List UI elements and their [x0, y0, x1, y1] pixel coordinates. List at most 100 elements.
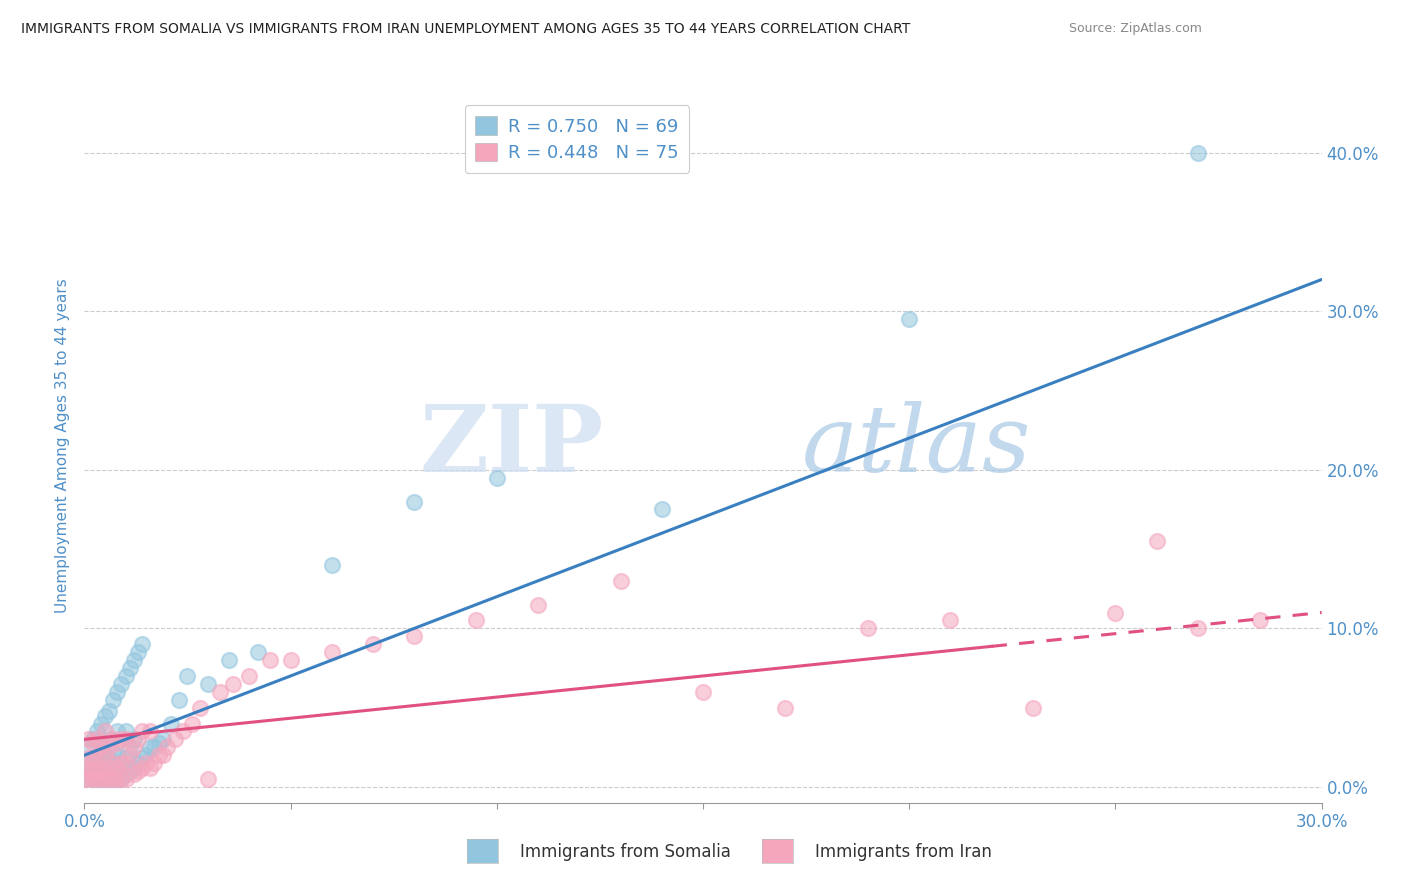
Point — [143, 740, 166, 755]
Point — [135, 756, 157, 771]
Point — [856, 621, 879, 635]
Point — [114, 767, 136, 781]
Point — [118, 748, 141, 763]
Point — [77, 772, 100, 786]
Point — [280, 653, 302, 667]
Legend: R = 0.750   N = 69, R = 0.448   N = 75: R = 0.750 N = 69, R = 0.448 N = 75 — [464, 105, 689, 173]
Point — [86, 724, 108, 739]
Point — [77, 732, 100, 747]
Point — [246, 645, 269, 659]
Point — [135, 748, 157, 763]
Point — [94, 735, 117, 749]
Point — [139, 761, 162, 775]
Point — [103, 761, 125, 775]
Point — [692, 685, 714, 699]
Point — [114, 772, 136, 786]
Point — [176, 669, 198, 683]
Point — [90, 772, 112, 786]
Point — [1022, 700, 1045, 714]
Point — [114, 732, 136, 747]
Point — [143, 756, 166, 771]
Point — [160, 716, 183, 731]
Point — [465, 614, 488, 628]
Point — [94, 764, 117, 778]
Text: atlas: atlas — [801, 401, 1032, 491]
Text: Immigrants from Iran: Immigrants from Iran — [815, 843, 993, 861]
Point — [105, 748, 128, 763]
Point — [77, 756, 100, 771]
Point — [197, 677, 219, 691]
Point — [172, 724, 194, 739]
Text: ZIP: ZIP — [420, 401, 605, 491]
Point — [90, 772, 112, 786]
Point — [527, 598, 550, 612]
Point — [114, 756, 136, 771]
Point — [103, 732, 125, 747]
Point — [197, 772, 219, 786]
Point — [404, 494, 426, 508]
Point — [94, 748, 117, 763]
Point — [118, 764, 141, 778]
Point — [404, 629, 426, 643]
Point — [103, 756, 125, 771]
Point — [105, 764, 128, 778]
Point — [898, 312, 921, 326]
Point — [167, 692, 190, 706]
Point — [82, 772, 104, 786]
Point — [94, 751, 117, 765]
Point — [118, 740, 141, 755]
Point — [127, 764, 149, 778]
Point — [156, 740, 179, 755]
Point — [110, 772, 132, 786]
Point — [77, 751, 100, 765]
Point — [122, 767, 145, 781]
Point — [222, 677, 245, 691]
Point — [73, 761, 96, 775]
Point — [86, 764, 108, 778]
Point — [209, 685, 232, 699]
Point — [86, 772, 108, 786]
Point — [1146, 534, 1168, 549]
Point — [139, 724, 162, 739]
Point — [361, 637, 384, 651]
Point — [114, 724, 136, 739]
Point — [90, 761, 112, 775]
Point — [122, 740, 145, 755]
Point — [127, 756, 149, 771]
Y-axis label: Unemployment Among Ages 35 to 44 years: Unemployment Among Ages 35 to 44 years — [55, 278, 70, 614]
Point — [118, 661, 141, 675]
Point — [77, 740, 100, 755]
Point — [98, 732, 121, 747]
Point — [122, 732, 145, 747]
Point — [110, 756, 132, 771]
Point — [98, 704, 121, 718]
Point — [90, 745, 112, 759]
Point — [82, 735, 104, 749]
Point — [86, 748, 108, 763]
Point — [775, 700, 797, 714]
Text: Source: ZipAtlas.com: Source: ZipAtlas.com — [1069, 22, 1202, 36]
Point — [94, 764, 117, 778]
Point — [82, 732, 104, 747]
Point — [218, 653, 240, 667]
Point — [1249, 614, 1271, 628]
Point — [82, 772, 104, 786]
Point — [98, 740, 121, 755]
Point — [152, 732, 174, 747]
Point — [90, 716, 112, 731]
Point — [86, 751, 108, 765]
Point — [259, 653, 281, 667]
Point — [1187, 621, 1209, 635]
Point — [98, 764, 121, 778]
Point — [98, 761, 121, 775]
Point — [82, 764, 104, 778]
Point — [114, 751, 136, 765]
Point — [73, 772, 96, 786]
Point — [939, 614, 962, 628]
Point — [98, 751, 121, 765]
Point — [82, 751, 104, 765]
Point — [165, 732, 187, 747]
Point — [105, 735, 128, 749]
Point — [86, 732, 108, 747]
Point — [82, 751, 104, 765]
